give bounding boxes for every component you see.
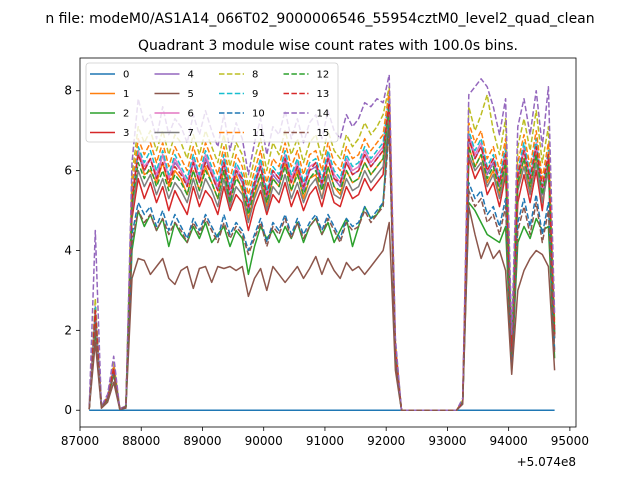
- y-tick-label: 2: [64, 323, 72, 337]
- axes-border: [79, 57, 577, 428]
- y-tick-label: 4: [64, 243, 72, 257]
- legend-label-3: 3: [123, 128, 129, 139]
- legend-label-5: 5: [188, 89, 194, 100]
- legend-label-12: 12: [317, 70, 330, 81]
- series-line-13: [88, 101, 556, 411]
- axes-frame: [79, 57, 577, 428]
- series-line-15: [88, 129, 556, 411]
- legend-label-8: 8: [252, 70, 258, 81]
- series-line-10: [88, 125, 556, 411]
- plot-lines: [88, 74, 556, 411]
- legend-label-15: 15: [317, 128, 330, 139]
- series-line-7: [88, 109, 556, 411]
- x-tick-label: 95000: [551, 434, 589, 448]
- y-tick-label: 8: [64, 84, 72, 98]
- legend-label-10: 10: [252, 109, 265, 120]
- y-tick-label: 0: [64, 403, 72, 417]
- x-tick-label: 91000: [306, 434, 344, 448]
- x-offset-label: +5.074e8: [517, 455, 576, 469]
- legend-label-2: 2: [123, 109, 129, 120]
- legend-box: [85, 62, 339, 143]
- x-tick-label: 87000: [61, 434, 99, 448]
- chart-title: Quadrant 3 module wise count rates with …: [138, 38, 518, 54]
- legend-label-7: 7: [188, 128, 194, 139]
- x-axis-ticks: 87000 88000 89000 90000 91000 92000 93000 94000…: [61, 427, 589, 448]
- series-line-11: [88, 89, 556, 411]
- x-tick-label: 92000: [367, 434, 405, 448]
- x-tick-label: 88000: [122, 434, 160, 448]
- legend-label-11: 11: [252, 128, 265, 139]
- series-line-3: [88, 105, 556, 411]
- series-line-8: [88, 86, 556, 411]
- legend-label-13: 13: [317, 89, 330, 100]
- figure-suptitle: n file: modeM0/AS1A14_066T02_9000006546_…: [45, 11, 594, 27]
- x-tick-label: 89000: [183, 434, 221, 448]
- series-line-12: [88, 105, 556, 411]
- x-tick-label: 94000: [490, 434, 528, 448]
- legend-label-4: 4: [188, 70, 194, 81]
- legend-label-0: 0: [123, 70, 129, 81]
- y-tick-label: 6: [64, 164, 72, 178]
- legend-label-9: 9: [252, 89, 258, 100]
- legend-label-14: 14: [317, 109, 330, 120]
- legend-label-6: 6: [188, 109, 194, 120]
- legend-label-1: 1: [123, 89, 129, 100]
- series-line-9: [88, 93, 556, 411]
- x-tick-label: 93000: [428, 434, 466, 448]
- y-axis-ticks: 0 2 4 6 8: [64, 84, 80, 417]
- series-line-5: [88, 205, 556, 411]
- x-tick-label: 90000: [245, 434, 283, 448]
